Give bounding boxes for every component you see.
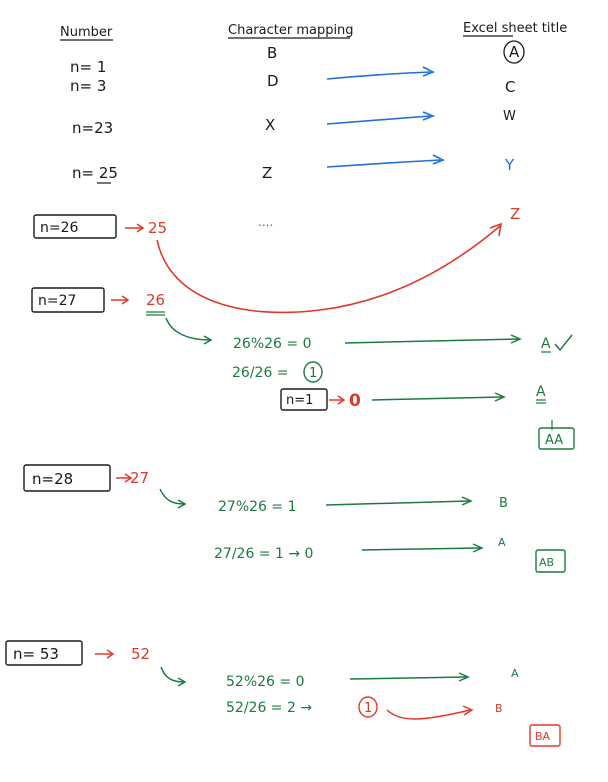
n53-mod: 52%26 = 0	[226, 674, 304, 690]
map-z: Z	[262, 164, 272, 182]
curve-arrowhead	[489, 222, 503, 237]
arrow-x-w	[326, 115, 431, 125]
header-mapping: Character mapping	[228, 23, 354, 38]
block-n27: n=27 26 26%26 = 0 A 26/26 = 1 n=1 0 A AA	[31, 287, 575, 450]
n53-mod-arrowhead	[458, 672, 470, 682]
n28-mod: 27%26 = 1	[218, 499, 296, 515]
n27-result-label: AA	[545, 433, 563, 448]
n27-res-a1: A	[541, 336, 551, 352]
circled-a-ring	[503, 40, 525, 64]
n27-res-a2: A	[536, 384, 546, 400]
n27-mod: 26%26 = 0	[233, 336, 311, 352]
n27-zero-arrowhead	[494, 392, 506, 402]
n28-arrowhead	[124, 473, 133, 483]
row-n3: n= 3	[70, 77, 106, 95]
n53-label: n= 53	[13, 645, 59, 663]
n27-hook-head	[203, 335, 213, 345]
header-excel: Excel sheet title	[463, 21, 567, 36]
n53-res-a: A	[511, 667, 519, 680]
map-x: X	[265, 116, 275, 134]
arrowhead-z-y	[432, 154, 445, 165]
arrow-z-y	[326, 159, 441, 168]
n27-zero-arrow	[371, 396, 503, 401]
n28-res-a: A	[498, 536, 506, 549]
n28-div-arrow	[361, 547, 481, 551]
n28-green-hook	[159, 488, 185, 505]
n27-n1-box	[280, 388, 328, 411]
red-curve	[156, 222, 503, 314]
n28-hook-head	[177, 499, 187, 509]
headers: Number Character mapping Excel sheet tit…	[60, 21, 567, 41]
excel-a: A	[509, 43, 520, 61]
row-n1: n= 1	[70, 58, 106, 76]
n27-n1-label: n=1	[286, 393, 313, 408]
map-dots: ....	[258, 215, 273, 229]
excel-z: Z	[510, 205, 520, 223]
excel-w: W	[503, 109, 516, 124]
n27-green-hook	[165, 317, 211, 341]
n28-value: 27	[130, 469, 149, 487]
n53-div: 52/26 = 2 →	[226, 700, 312, 716]
n53-res-b: B	[495, 702, 503, 715]
map-b: B	[267, 44, 277, 62]
n28-result-box	[535, 549, 566, 573]
n28-mod-arrow	[325, 500, 470, 506]
n53-div-circle	[358, 696, 378, 718]
row-n25: n= 25	[72, 164, 118, 182]
excel-y: Y	[504, 156, 515, 174]
n26-arrowhead	[136, 223, 145, 233]
n28-result-label: AB	[539, 556, 554, 569]
n28-div-arrowhead	[472, 543, 484, 553]
n28-mod-arrowhead	[461, 496, 473, 506]
excel-column: A C W Y Z	[503, 40, 525, 223]
arrow-d-c	[326, 71, 431, 80]
n53-result-label: BA	[535, 730, 551, 743]
n27-mod-arrowhead	[510, 334, 522, 344]
curve-25-to-z	[156, 225, 501, 314]
number-column: n= 1 n= 3 n=23 n= 25	[70, 58, 118, 184]
n27-arrowhead	[121, 295, 130, 305]
n27-label: n=27	[38, 293, 76, 309]
arrowhead-x-w	[422, 111, 436, 121]
n53-hook-head	[177, 677, 187, 687]
n26-label: n=26	[40, 220, 79, 236]
n28-label: n=28	[32, 470, 73, 488]
n27-zero: 0	[349, 391, 361, 411]
n27-div: 26/26 =	[232, 365, 289, 381]
header-number: Number	[60, 25, 113, 40]
block-n53: n= 53 52 52%26 = 0 A 52/26 = 2 → 1 B BA	[5, 640, 561, 747]
n53-green-hook	[160, 666, 185, 683]
mapping-column: B D X Z ....	[258, 44, 279, 229]
row-n23: n=23	[72, 119, 113, 137]
n53-value: 52	[131, 645, 150, 663]
n27-mod-arrow	[344, 338, 519, 344]
n53-red-arrowhead	[462, 705, 474, 716]
arrowhead-d-c	[422, 66, 435, 77]
n28-box	[23, 464, 111, 492]
n28-div: 27/26 = 1 → 0	[214, 546, 313, 562]
n27-box	[31, 287, 105, 313]
check-icon	[554, 334, 573, 352]
n53-red-arrow	[386, 709, 471, 720]
n53-mod-arrow	[349, 676, 467, 680]
n27-n1-arrowhead	[337, 395, 346, 405]
n53-arrowhead	[106, 649, 115, 659]
n27-result-box	[538, 427, 575, 450]
n26-value: 25	[148, 219, 167, 237]
blue-arrows	[326, 66, 445, 168]
n53-box	[5, 640, 83, 666]
n53-div-circled: 1	[364, 701, 372, 716]
map-d: D	[267, 72, 279, 90]
n27-div-circle	[303, 361, 323, 383]
block-n28: n=28 27 27%26 = 1 B 27/26 = 1 → 0 A AB	[23, 464, 566, 573]
n27-value: 26	[146, 291, 165, 309]
n53-result-box	[529, 724, 561, 747]
n26-box	[33, 214, 117, 239]
n28-res-b: B	[499, 496, 508, 511]
n27-div-circled: 1	[309, 366, 317, 381]
block-n26: n=26 25	[33, 214, 167, 239]
excel-c: C	[505, 78, 515, 96]
